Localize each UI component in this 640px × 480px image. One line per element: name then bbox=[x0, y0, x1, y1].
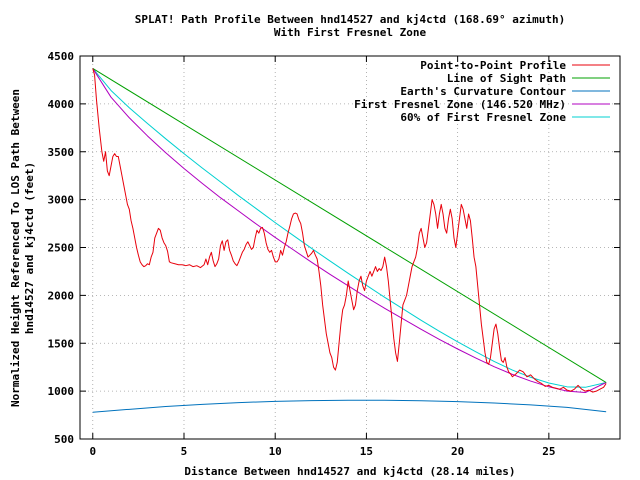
chart-title-line1: SPLAT! Path Profile Between hnd14527 and… bbox=[135, 13, 565, 26]
y-tick-label: 2000 bbox=[48, 289, 75, 302]
y-tick-label: 4000 bbox=[48, 98, 75, 111]
series-line-60-of-first-fresnel-zone bbox=[92, 68, 607, 388]
series-line-point-to-point-profile bbox=[92, 68, 607, 393]
legend-label-point-to-point-profile: Point-to-Point Profile bbox=[420, 59, 566, 72]
legend-label-60-of-first-fresnel-zone: 60% of First Fresnel Zone bbox=[400, 111, 566, 124]
y-tick-label: 3000 bbox=[48, 194, 75, 207]
x-tick-label: 5 bbox=[181, 445, 188, 458]
y-tick-label: 1500 bbox=[48, 337, 75, 350]
y-tick-label: 4500 bbox=[48, 50, 75, 63]
x-tick-label: 0 bbox=[89, 445, 96, 458]
x-axis-label: Distance Between hnd14527 and kj4ctd (28… bbox=[184, 465, 515, 478]
chart-title-line2: With First Fresnel Zone bbox=[274, 26, 427, 39]
series-line-line-of-sight-path bbox=[92, 68, 607, 383]
legend-label-line-of-sight-path: Line of Sight Path bbox=[447, 72, 566, 85]
x-tick-label: 25 bbox=[542, 445, 555, 458]
y-axis-label-line2: hnd14527 and kj4ctd (feet) bbox=[23, 162, 36, 334]
plot-frame bbox=[79, 55, 621, 440]
series-line-earth-s-curvature-contour bbox=[92, 399, 607, 413]
y-tick-label: 500 bbox=[54, 433, 74, 446]
x-tick-label: 20 bbox=[451, 445, 464, 458]
legend-label-earth-s-curvature-contour: Earth's Curvature Contour bbox=[400, 85, 566, 98]
axis-ticks: 0 5 10 15 20 25 500 1000 1500 2000 2500 3000 3500 400… bbox=[48, 50, 620, 458]
legend-label-first-fresnel-zone-146-520-mhz: First Fresnel Zone (146.520 MHz) bbox=[354, 98, 566, 111]
x-tick-label: 15 bbox=[360, 445, 373, 458]
x-tick-label: 10 bbox=[269, 445, 282, 458]
series-lines bbox=[92, 68, 607, 413]
y-tick-label: 1000 bbox=[48, 385, 75, 398]
y-axis-label-line1: Normalized Height Referenced To LOS Path… bbox=[9, 89, 22, 407]
y-tick-label: 3500 bbox=[48, 146, 75, 159]
series-line-first-fresnel-zone-146-520-mhz bbox=[92, 68, 607, 394]
y-tick-label: 2500 bbox=[48, 242, 75, 255]
